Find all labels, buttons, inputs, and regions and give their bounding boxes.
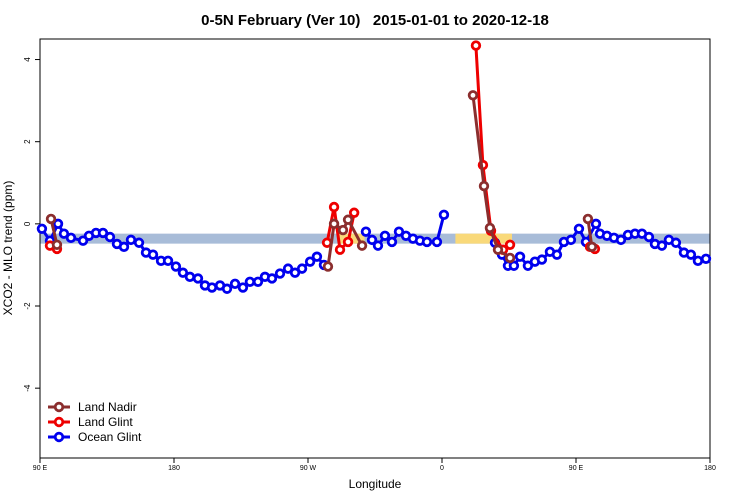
data-point [51, 239, 63, 251]
data-point [565, 234, 577, 246]
data-point [467, 90, 479, 101]
data-point [274, 268, 286, 279]
data-point [536, 254, 548, 265]
data-point [192, 273, 204, 284]
data-point [692, 255, 704, 267]
data-point [304, 256, 316, 267]
data-point [484, 222, 496, 234]
data-point [221, 283, 233, 294]
y-tick-label: 4 [23, 57, 32, 62]
data-point [282, 263, 294, 274]
legend-label: Ocean Glint [78, 430, 142, 444]
data-point [244, 276, 256, 287]
data-point [311, 251, 323, 262]
data-point [431, 236, 443, 248]
data-point [670, 237, 682, 248]
data-point [421, 236, 433, 248]
data-point [504, 239, 516, 251]
y-tick-label: 0 [23, 221, 32, 226]
data-point [615, 234, 627, 246]
data-point [177, 267, 189, 278]
data-point [360, 226, 372, 237]
data-point [328, 201, 340, 213]
data-point [328, 218, 340, 230]
data-point [685, 249, 697, 260]
y-axis-label: XCO2 - MLO trend (ppm) [1, 181, 15, 316]
band-highlight [455, 233, 512, 244]
data-point [379, 230, 391, 241]
data-point [58, 228, 70, 239]
chart-title: 0-5N February (Ver 10) 2015-01-01 to 202… [201, 12, 549, 29]
data-point [266, 273, 278, 284]
data-point [97, 227, 109, 239]
data-point [356, 240, 368, 251]
data-point [45, 213, 57, 225]
data-point [289, 267, 301, 278]
x-tick-label: 0 [440, 465, 444, 472]
data-point [643, 231, 655, 243]
x-tick-label: 180 [168, 465, 180, 472]
data-point [372, 240, 384, 251]
data-point [478, 180, 490, 192]
data-point [342, 214, 354, 225]
plot-frame [39, 38, 711, 459]
data-point [582, 213, 594, 225]
legend-marker [53, 416, 65, 428]
y-tick-label: -4 [23, 384, 32, 392]
data-point [133, 237, 145, 248]
data-point [366, 234, 378, 246]
data-point [337, 224, 349, 236]
series-line [49, 45, 596, 253]
data-point [52, 218, 64, 230]
data-point [700, 253, 712, 264]
data-point [386, 236, 398, 248]
x-tick-label: 90 W [300, 465, 317, 472]
data-point [551, 249, 563, 260]
y-tick-label: 2 [23, 139, 32, 144]
data-point [118, 241, 130, 253]
x-tick-label: 90 E [33, 465, 48, 472]
data-point [438, 209, 450, 221]
legend-marker [53, 431, 65, 443]
data-point [573, 223, 585, 234]
data-point [522, 260, 534, 271]
data-point [162, 255, 174, 267]
data-point [296, 263, 308, 274]
data-point [508, 260, 520, 271]
data-point [125, 234, 137, 246]
legend-label: Land Glint [78, 415, 133, 429]
data-point [36, 223, 48, 234]
data-point [184, 271, 196, 283]
data-point [586, 241, 598, 253]
data-point [147, 249, 159, 260]
data-point [170, 261, 182, 272]
y-tick-label: -2 [23, 302, 32, 310]
data-point [65, 232, 77, 244]
legend-label: Land Nadir [78, 400, 137, 414]
x-axis-label: Longitude [349, 477, 402, 491]
x-tick-label: 180 [704, 465, 716, 472]
x-tick-label: 90 E [569, 465, 584, 472]
data-point [590, 218, 602, 230]
data-point [348, 207, 360, 218]
data-point [393, 226, 405, 237]
data-point [252, 276, 264, 287]
data-point [342, 236, 354, 248]
data-point [492, 244, 504, 255]
data-point [504, 252, 516, 264]
data-point [206, 282, 218, 293]
data-point [229, 278, 241, 290]
data-point [237, 282, 249, 293]
data-point [104, 231, 116, 243]
data-point [334, 244, 346, 255]
legend-marker [53, 401, 65, 413]
data-point [322, 261, 334, 272]
data-point [470, 40, 482, 51]
data-point [514, 251, 526, 262]
data-point [656, 240, 668, 251]
